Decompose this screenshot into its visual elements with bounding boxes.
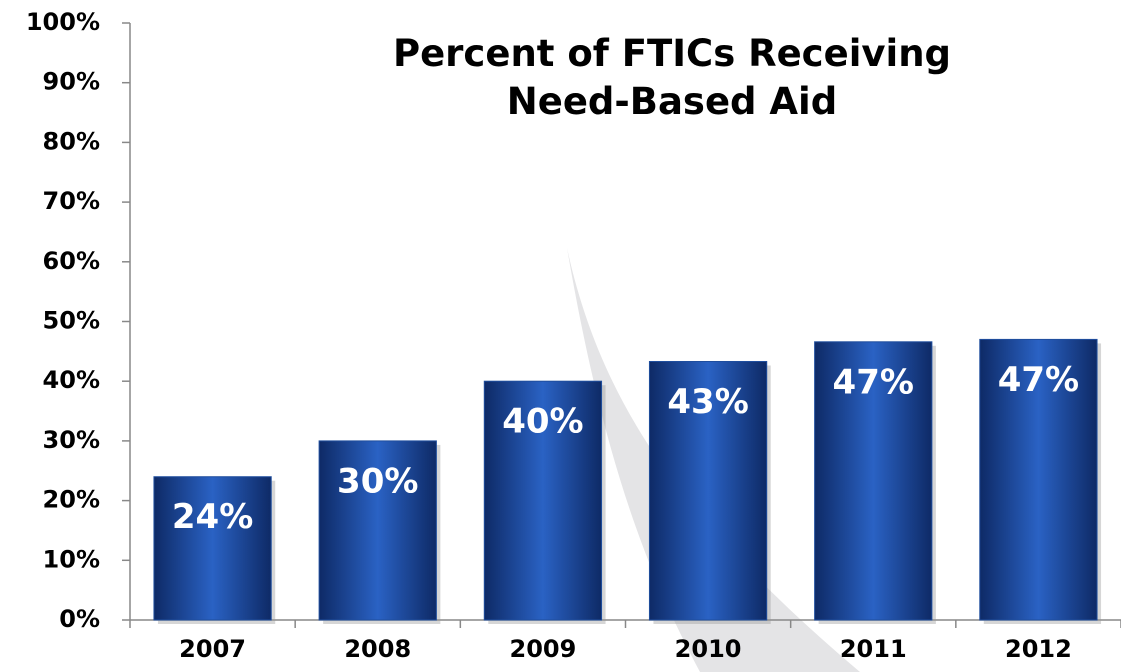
y-tick-label: 80%	[43, 127, 100, 155]
x-tick-label: 2009	[510, 635, 577, 663]
y-tick-label: 90%	[43, 68, 100, 96]
value-label: 47%	[998, 360, 1079, 400]
plot: 0% 10% 20% 30% 40% 50% 60% 70% 80% 90% 100% 2007 24%…	[26, 8, 1121, 663]
y-tick-label: 30%	[43, 426, 100, 454]
x-tick-label: 2011	[840, 635, 907, 663]
y-tick-label: 0%	[59, 605, 100, 633]
value-label: 24%	[172, 497, 253, 537]
bar	[814, 341, 933, 621]
x-tick-label: 2007	[179, 635, 246, 663]
value-label: 40%	[502, 402, 583, 442]
y-tick-label: 60%	[43, 247, 100, 275]
bar	[318, 440, 437, 621]
y-tick-label: 20%	[43, 486, 100, 514]
y-tick-label: 50%	[43, 307, 100, 335]
x-tick-label: 2012	[1005, 635, 1072, 663]
y-tick-label: 40%	[43, 366, 100, 394]
chart-title: Percent of FTICs Receiving Need-Based Ai…	[392, 32, 952, 123]
x-tick-label: 2010	[675, 635, 742, 663]
bar	[483, 380, 603, 621]
value-label: 30%	[337, 461, 418, 501]
bar	[153, 476, 272, 621]
value-label: 47%	[833, 362, 914, 402]
value-label: 43%	[667, 382, 748, 422]
bar	[979, 338, 1098, 621]
x-tick-label: 2008	[344, 635, 411, 663]
y-tick-label: 10%	[43, 545, 100, 573]
bar	[648, 360, 768, 621]
y-tick-label: 70%	[43, 187, 100, 215]
y-tick-label: 100%	[26, 8, 100, 36]
